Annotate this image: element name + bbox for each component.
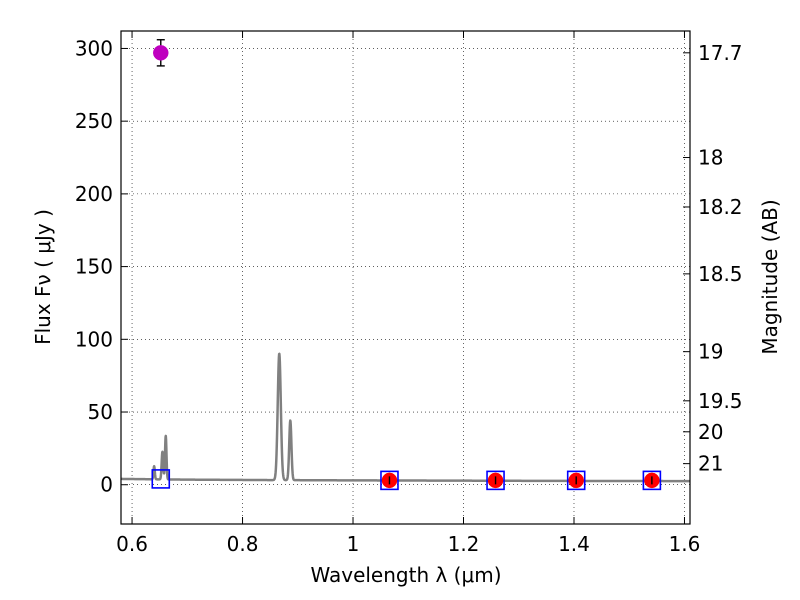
- y-tick-label: 300: [75, 36, 113, 60]
- model-bandpass-marker: [151, 469, 171, 489]
- model-spectrum-group: [119, 352, 692, 483]
- right-tick-label: 21: [698, 452, 723, 476]
- y-tick-label: 50: [88, 400, 113, 424]
- right-tick-label: 18: [698, 146, 723, 170]
- model-bandpass-marker: [486, 470, 505, 491]
- x-tick-label: 0.8: [227, 532, 259, 556]
- model-bandpass-marker: [380, 470, 399, 491]
- y-tick-label: 250: [75, 109, 113, 133]
- right-tick-labels: 17.7 18 18.2 18.5 19 19.5 20 21: [698, 41, 743, 476]
- x-tick-labels: 0.6 0.8 1 1.2 1.4 1.6: [116, 532, 700, 556]
- y-tick-label: 0: [100, 473, 113, 497]
- right-tick-label: 20: [698, 420, 723, 444]
- plot-background: [121, 31, 690, 524]
- plot-frame: [120, 30, 691, 525]
- right-tick-label: 17.7: [698, 41, 743, 65]
- data-points-group: [151, 39, 662, 491]
- model-bandpass-marker: [566, 470, 586, 491]
- observed-large-point: [153, 45, 169, 61]
- x-tick-label: 0.6: [116, 532, 148, 556]
- y-tick-label: 200: [75, 182, 113, 206]
- right-tick-label: 18.2: [698, 195, 743, 219]
- x-tick-label: 1: [347, 532, 360, 556]
- right-tick-label: 19.5: [698, 389, 743, 413]
- x-tick-label: 1.6: [669, 532, 701, 556]
- right-tick-label: 19: [698, 340, 723, 364]
- right-axis-title: Magnitude (AB): [758, 199, 782, 354]
- x-tick-label: 1.2: [448, 532, 480, 556]
- right-tick-label: 18.5: [698, 262, 743, 286]
- axis-ticks: [121, 31, 690, 524]
- y-tick-labels: 0 50 100 150 200 250 300: [75, 36, 113, 496]
- model-spectrum-line: [119, 352, 692, 483]
- model-bandpass-marker: [642, 470, 662, 491]
- y-axis-title: Flux Fν ( μJy ): [31, 209, 55, 345]
- y-tick-label: 100: [75, 327, 113, 351]
- x-axis-title: Wavelength λ (μm): [310, 563, 501, 587]
- grid-lines: [121, 31, 690, 524]
- y-tick-label: 150: [75, 255, 113, 279]
- x-tick-label: 1.4: [558, 532, 590, 556]
